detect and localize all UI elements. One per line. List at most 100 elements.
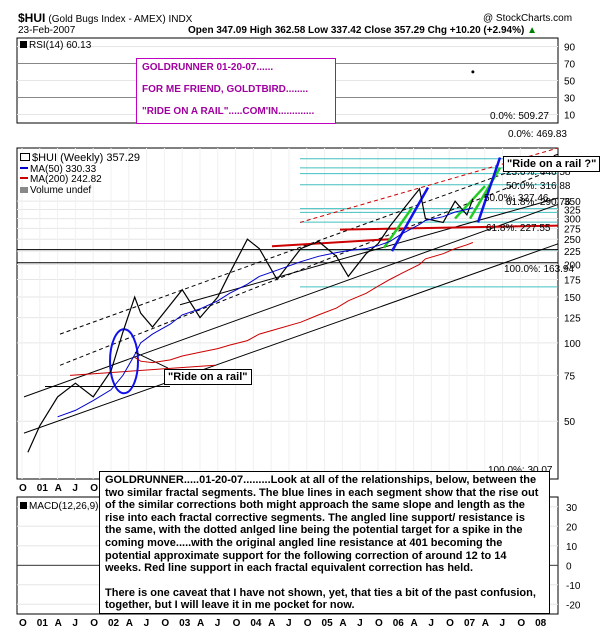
x-tick-label: 01	[37, 618, 49, 629]
x-tick-label: J	[500, 618, 506, 629]
price-tick-label: 275	[564, 224, 581, 235]
chart-header: $HUI (Gold Bugs Index - AMEX) INDX	[18, 12, 192, 26]
price-tick-label: 175	[564, 276, 581, 287]
x-tick-label: 01	[37, 483, 49, 494]
legend-label: $HUI (Weekly) 357.29	[32, 152, 141, 164]
price-tick-label: 350	[564, 197, 581, 208]
fib-label: 0.0%: 469.83	[508, 129, 567, 141]
macd-tick-label: 20	[566, 522, 578, 533]
trend-layer	[17, 147, 559, 434]
legend-swatch-icon	[20, 177, 28, 179]
x-tick-label: J	[286, 618, 292, 629]
commentary-note: GOLDRUNNER.....01-20-07.........Look at …	[99, 471, 550, 614]
ride-on-rail-callout-lower: "Ride on a rail"	[164, 369, 252, 385]
macd-tick-label: 10	[566, 542, 578, 553]
x-tick-label: O	[90, 483, 98, 494]
legend-swatch-icon	[20, 502, 27, 509]
legend-swatch-icon	[20, 41, 27, 48]
price-tick-label: 50	[564, 417, 576, 428]
x-tick-label: J	[357, 618, 363, 629]
red-support-line	[271, 238, 391, 248]
macd-tick-label: -20	[566, 600, 581, 611]
legend-item-ma50: MA(50) 330.33	[20, 163, 140, 176]
price-tick-label: 250	[564, 235, 581, 246]
macd-tick-label: 0	[566, 561, 572, 572]
trend-channel-line	[59, 153, 559, 335]
ride-on-rail-callout-upper: "Ride on a rail ?"	[503, 156, 600, 172]
x-tick-label: 08	[535, 618, 547, 629]
price-tick-label: 125	[564, 314, 581, 325]
ohlc-values: Open 347.09 High 362.58 Low 337.42 Close…	[188, 25, 525, 36]
red-support-line	[69, 364, 216, 376]
symbol-label: $HUI	[18, 11, 46, 25]
legend-swatch-icon	[20, 153, 30, 161]
up-triangle-icon: ▲	[527, 25, 537, 36]
price-panel-frame	[16, 147, 559, 480]
fib-label: 23.6%: 446.58	[506, 167, 571, 178]
price-legend: $HUI (Weekly) 357.29 MA(50) 330.33 MA(20…	[20, 153, 140, 196]
x-tick-label: A	[55, 618, 62, 629]
x-tick-label: O	[233, 618, 241, 629]
x-tick-label: O	[161, 618, 169, 629]
rsi-tick-label: 70	[564, 60, 576, 71]
x-tick-label: A	[268, 618, 275, 629]
rail-line	[468, 167, 502, 220]
x-tick-label: O	[304, 618, 312, 629]
price-tick-label: 75	[564, 371, 576, 382]
legend-swatch-icon	[20, 186, 28, 193]
rsi-last-point	[471, 70, 475, 74]
trend-channel-line	[23, 243, 559, 434]
rail-line	[476, 157, 502, 223]
commentary-paragraph: GOLDRUNNER.....01-20-07.........Look at …	[105, 474, 539, 575]
rail-line	[454, 185, 486, 220]
goldrunner-annotation-box: GOLDRUNNER 01-20-07...... FOR ME FRIEND,…	[136, 58, 336, 124]
macd-tick-label: 30	[566, 503, 578, 514]
commentary-paragraph: There is one caveat that I have not show…	[105, 586, 536, 612]
fib-label: 0.0%: 509.27	[490, 111, 549, 122]
x-tick-label: 06	[393, 618, 405, 629]
fib-label: 61.8%: 290.76	[506, 197, 571, 208]
annotation-line: GOLDRUNNER 01-20-07......	[142, 62, 274, 73]
x-tick-label: O	[19, 618, 27, 629]
legend-label: MA(50) 330.33	[30, 163, 97, 175]
annotation-line: FOR ME FRIEND, GOLDTBIRD........	[142, 84, 309, 95]
macd-label: MACD(12,26,9)	[29, 501, 99, 512]
price-tick-label: 225	[564, 247, 581, 258]
rail-line	[390, 186, 430, 252]
x-tick-label: A	[411, 618, 418, 629]
price-tick-label: 325	[564, 206, 581, 217]
ohlc-readout: Open 347.09 High 362.58 Low 337.42 Close…	[188, 25, 537, 37]
price-tick-label: 100	[564, 339, 581, 350]
x-tick-label: O	[375, 618, 383, 629]
x-tick-label: 07	[464, 618, 476, 629]
price-tick-label: 150	[564, 293, 581, 304]
rsi-tick-label: 50	[564, 77, 576, 88]
fib-label: 61.8%: 227.55	[486, 223, 551, 234]
legend-swatch-icon	[20, 166, 28, 169]
x-tick-label: J	[144, 618, 150, 629]
x-tick-label: J	[215, 618, 221, 629]
fib-label: 100.0%: 30.07	[488, 465, 553, 477]
legend-item-volume: Volume undef	[20, 185, 140, 197]
x-tick-label: J	[72, 483, 78, 494]
x-tick-label: 02	[108, 618, 120, 629]
index-name: (Gold Bugs Index - AMEX) INDX	[48, 14, 193, 25]
macd-legend: MACD(12,26,9)	[20, 501, 98, 513]
legend-label: MA(200) 242.82	[30, 174, 102, 185]
x-tick-label: A	[339, 618, 346, 629]
legend-item-ma200: MA(200) 242.82	[20, 174, 140, 186]
callout-pointer	[134, 351, 169, 369]
rsi-tick-label: 90	[564, 43, 576, 54]
x-tick-label: A	[55, 483, 62, 494]
series-line-2	[134, 242, 474, 364]
x-tick-label: J	[72, 618, 78, 629]
rsi-tick-label: 30	[564, 94, 576, 105]
macd-tick-label: -10	[566, 581, 581, 592]
series-line-0	[27, 187, 474, 453]
fib-label: 50.0%: 327.46	[484, 193, 549, 204]
x-tick-label: 05	[322, 618, 334, 629]
x-tick-label: A	[482, 618, 489, 629]
trend-channel-line	[59, 167, 559, 366]
x-tick-label: O	[90, 618, 98, 629]
fib-label: 100.0%: 163.94	[504, 264, 575, 275]
